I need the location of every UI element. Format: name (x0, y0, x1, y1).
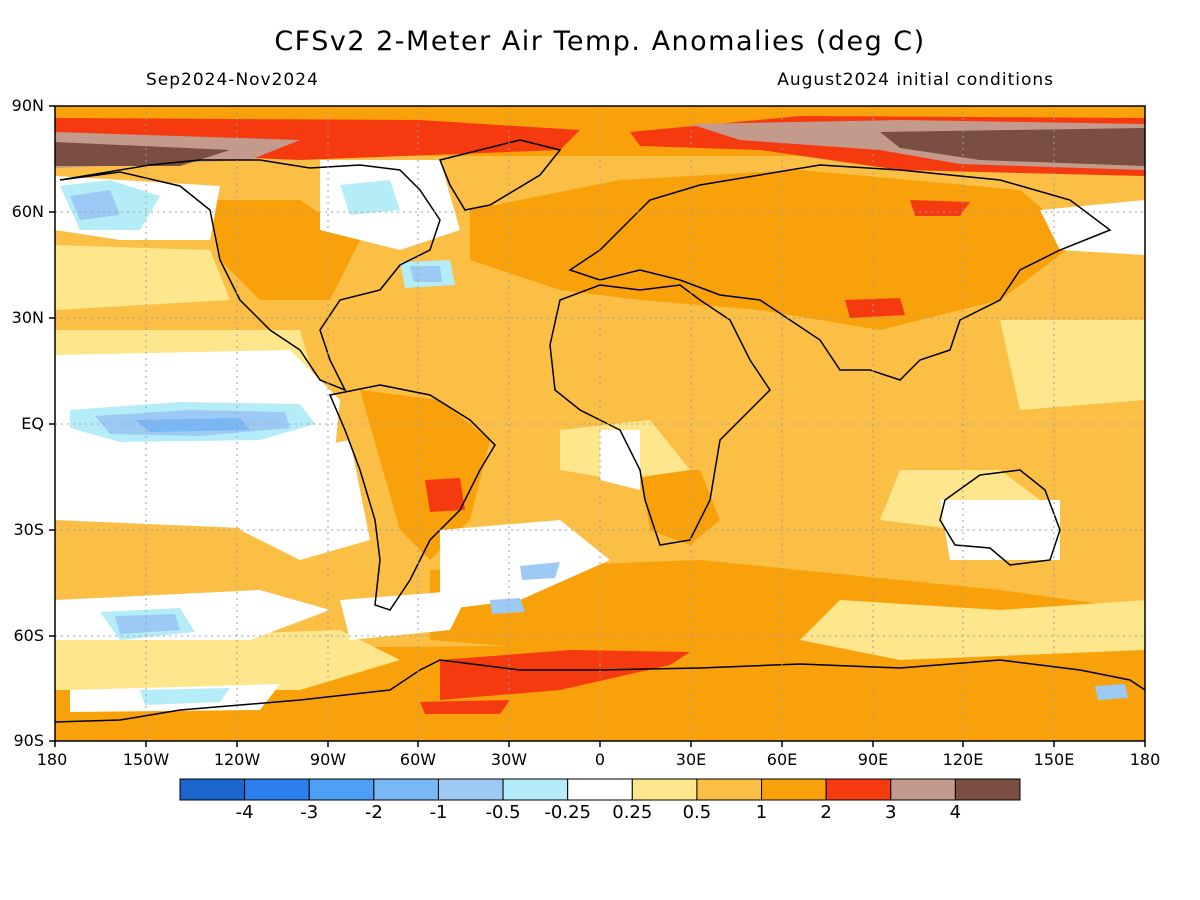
colorbar-label: -4 (235, 802, 254, 823)
axis-ticks (49, 105, 1146, 747)
initial-conditions: August2024 initial conditions (777, 70, 1054, 90)
colorbar-label: -3 (300, 802, 319, 823)
lat-label-eq: EQ (21, 414, 44, 433)
map-fill (55, 106, 1145, 741)
coastlines (54, 139, 1146, 723)
colorbar-swatch (437, 778, 504, 801)
colorbar-swatch (631, 778, 698, 801)
colorbar-swatch (890, 778, 956, 801)
colorbar (179, 778, 1021, 801)
colorbar-swatch (761, 778, 827, 801)
colorbar-swatch (373, 778, 439, 801)
colorbar-label: 4 (949, 802, 962, 823)
colorbar-swatch (244, 778, 310, 801)
colorbar-swatch (567, 778, 633, 801)
colorbar-label: -0.5 (485, 802, 521, 823)
lon-label-0: 0 (594, 750, 606, 769)
colorbar-label: -2 (364, 802, 383, 823)
colorbar-label: 1 (755, 802, 768, 823)
lat-label-90s: 90S (13, 731, 44, 750)
chart-title: CFSv2 2-Meter Air Temp. Anomalies (deg C… (274, 26, 926, 57)
graticule (55, 106, 1145, 741)
lon-label-60w: 60W (399, 750, 437, 769)
lat-label-90n: 90N (11, 96, 44, 115)
lon-label-60e: 60E (766, 750, 798, 769)
colorbar-label: 0.25 (612, 802, 653, 823)
lon-label-90e: 90E (857, 750, 889, 769)
colorbar-swatch (954, 778, 1021, 801)
colorbar-swatch (308, 778, 375, 801)
lat-label-60s: 60S (13, 626, 44, 645)
forecast-period: Sep2024-Nov2024 (146, 70, 319, 90)
colorbar-swatch (696, 778, 763, 801)
colorbar-label: 0.5 (682, 802, 712, 823)
lon-label-120w: 120W (213, 750, 261, 769)
lon-label-120e: 120E (942, 750, 984, 769)
lon-label-180e: 180 (1129, 750, 1161, 769)
colorbar-swatch (825, 778, 892, 801)
colorbar-swatch (179, 778, 246, 801)
lon-label-180w: 180 (36, 750, 68, 769)
lon-label-150w: 150W (122, 750, 170, 769)
lon-label-30w: 30W (490, 750, 528, 769)
lat-label-30s: 30S (13, 520, 44, 539)
colorbar-label: -1 (429, 802, 448, 823)
lat-label-30n: 30N (11, 308, 44, 327)
lon-label-150e: 150E (1033, 750, 1075, 769)
lat-label-60n: 60N (11, 202, 44, 221)
colorbar-swatch (502, 778, 569, 801)
colorbar-label: 2 (820, 802, 832, 823)
lon-label-90w: 90W (309, 750, 347, 769)
colorbar-label: -0.25 (544, 802, 591, 823)
lon-label-30e: 30E (675, 750, 707, 769)
colorbar-label: 3 (885, 802, 897, 823)
